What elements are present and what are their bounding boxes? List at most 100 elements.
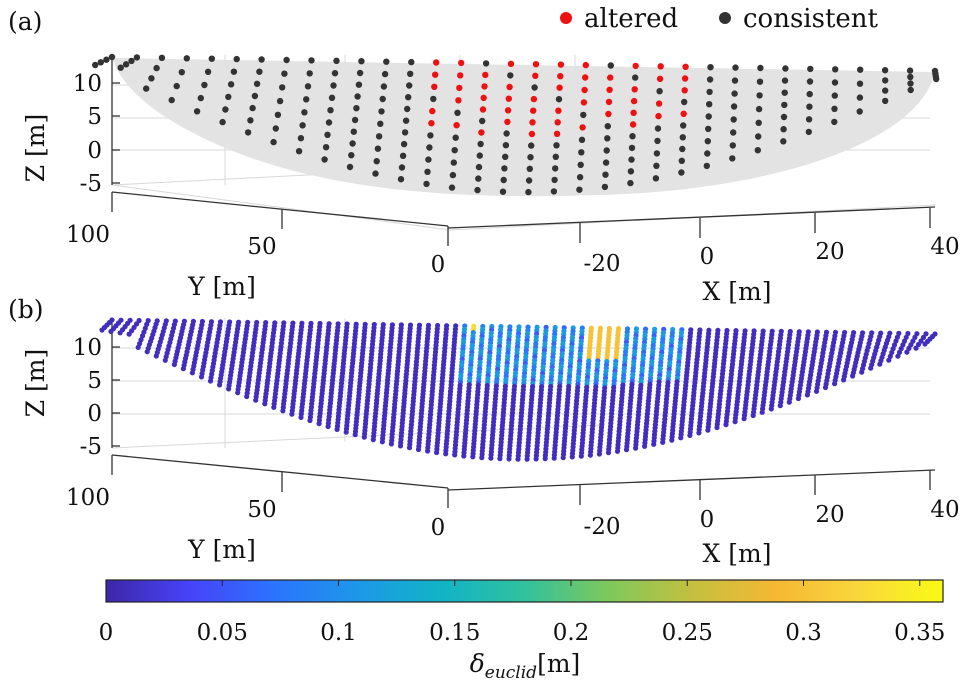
point-consistent	[197, 94, 204, 102]
point-consistent	[251, 92, 259, 100]
point-deviation	[832, 381, 838, 387]
point-consistent	[148, 75, 155, 82]
point-consistent	[832, 66, 839, 73]
point-consistent	[629, 133, 636, 140]
point-consistent	[576, 186, 583, 193]
point-consistent	[881, 67, 889, 74]
point-consistent	[679, 134, 686, 141]
point-consistent	[503, 130, 510, 137]
point-consistent	[201, 81, 208, 89]
panel-b: (b) 10 5	[8, 295, 960, 568]
point-deviation	[687, 432, 693, 438]
point-consistent	[219, 118, 226, 126]
point-consistent	[133, 54, 141, 61]
point-consistent	[805, 116, 813, 123]
point-consistent	[249, 104, 256, 112]
point-consistent	[654, 125, 662, 132]
point-deviation	[434, 449, 440, 456]
point-deviation	[370, 437, 376, 443]
colorbar-tick-label: 0.2	[553, 620, 590, 646]
point-consistent	[704, 138, 711, 145]
point-consistent	[679, 145, 686, 153]
point-consistent	[525, 177, 533, 184]
point-consistent	[297, 135, 305, 142]
point-consistent	[92, 61, 99, 69]
point-deviation	[452, 452, 458, 458]
point-deviation	[307, 417, 313, 424]
point-deviation	[262, 401, 268, 407]
panel-b-ytick: 50	[247, 497, 276, 523]
panel-b-ztick: 10	[73, 335, 102, 361]
point-consistent	[168, 96, 175, 104]
point-consistent	[781, 101, 788, 109]
point-consistent	[244, 129, 252, 136]
panel-a-ytick: 100	[66, 222, 110, 248]
point-consistent	[604, 135, 611, 142]
point-consistent	[780, 138, 787, 145]
point-consistent	[97, 59, 105, 66]
point-deviation	[515, 456, 521, 462]
point-deviation	[895, 353, 901, 359]
point-consistent	[507, 72, 514, 79]
point-altered	[458, 59, 465, 67]
point-consistent	[270, 138, 277, 146]
point-consistent	[374, 145, 382, 152]
point-consistent	[628, 156, 635, 163]
colorbar-gradient	[105, 579, 944, 603]
panel-b-label: (b)	[8, 295, 44, 324]
point-consistent	[831, 92, 838, 99]
point-deviation	[587, 452, 594, 458]
point-deviation	[542, 456, 548, 462]
point-deviation	[506, 456, 512, 462]
point-consistent	[652, 175, 660, 182]
point-consistent	[531, 84, 538, 91]
point-altered	[480, 94, 487, 102]
point-consistent	[399, 152, 407, 159]
point-altered	[481, 83, 488, 90]
point-consistent	[348, 152, 355, 159]
point-consistent	[381, 70, 389, 78]
point-consistent	[279, 84, 286, 91]
point-deviation	[334, 426, 340, 432]
point-consistent	[353, 105, 360, 112]
point-consistent	[479, 117, 486, 125]
point-consistent	[730, 103, 738, 110]
point-consistent	[350, 128, 357, 135]
point-consistent	[707, 63, 714, 71]
point-consistent	[283, 56, 290, 64]
point-consistent	[857, 66, 864, 73]
point-deviation	[189, 370, 195, 376]
point-consistent	[627, 179, 634, 187]
point-consistent	[550, 188, 558, 195]
point-altered	[529, 119, 536, 126]
point-consistent	[103, 56, 110, 63]
point-consistent	[806, 90, 813, 98]
point-altered	[630, 97, 638, 105]
point-deviation	[479, 455, 485, 461]
point-consistent	[330, 82, 337, 89]
point-consistent	[452, 134, 459, 141]
point-altered	[579, 124, 586, 131]
point-consistent	[555, 96, 563, 103]
point-consistent	[183, 55, 190, 62]
point-deviation	[162, 357, 168, 363]
point-consistent	[632, 74, 639, 81]
point-deviation	[741, 416, 747, 422]
point-deviation	[244, 393, 250, 400]
point-altered	[657, 63, 664, 70]
point-deviation	[406, 445, 413, 451]
point-deviation	[786, 399, 792, 405]
point-altered	[504, 118, 511, 126]
point-consistent	[856, 108, 863, 115]
colorbar-ticks: 0 0.05 0.1 0.15 0.2 0.25 0.3 0.35	[99, 580, 945, 646]
point-deviation	[180, 366, 186, 372]
point-deviation	[669, 437, 675, 443]
point-consistent	[475, 175, 482, 182]
panel-b-ztick: 5	[87, 368, 102, 394]
point-consistent	[628, 144, 636, 152]
point-deviation	[850, 373, 856, 379]
point-consistent	[373, 158, 380, 165]
point-consistent	[178, 69, 185, 76]
point-consistent	[754, 147, 761, 154]
panel-b-ztick: -5	[80, 434, 102, 460]
